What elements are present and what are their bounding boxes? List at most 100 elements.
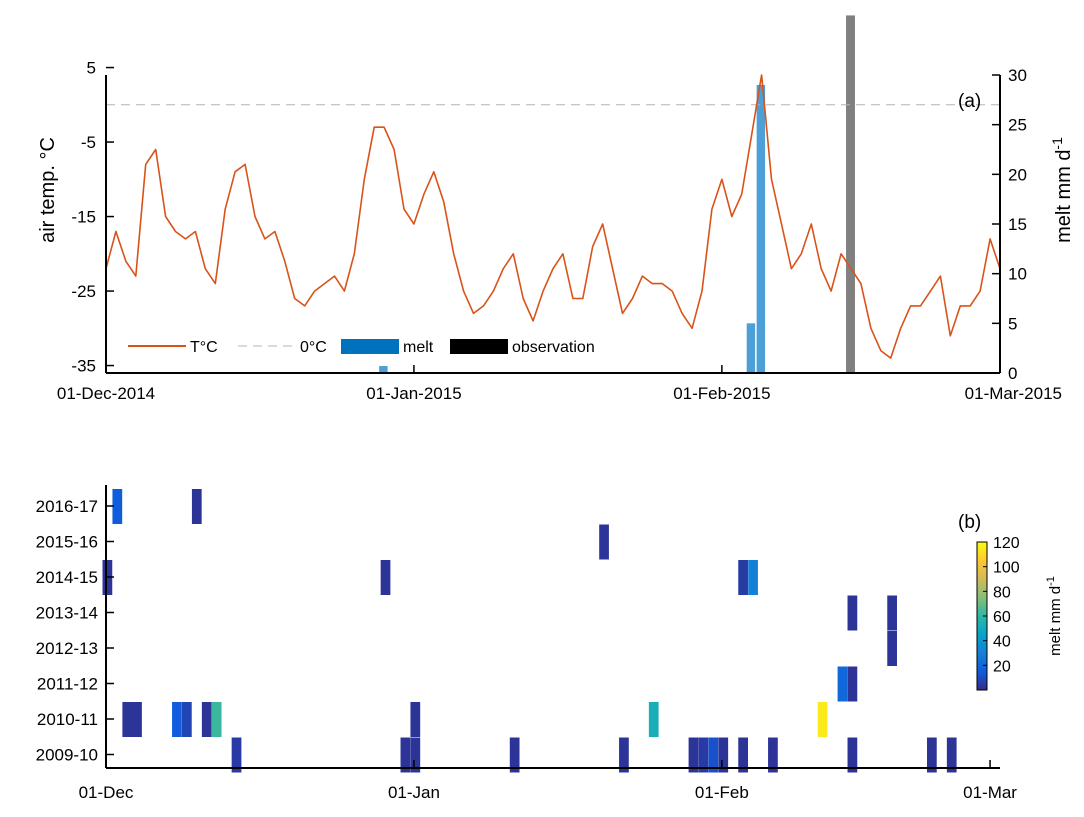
heatmap-cell: [926, 737, 937, 773]
heatmap-cell: [738, 737, 748, 773]
observation-bars: [846, 15, 855, 374]
heatmap-cell: [688, 737, 699, 773]
left-tick-label: -25: [71, 282, 96, 301]
heatmap-cell: [748, 560, 758, 595]
heatmap-cell: [847, 595, 858, 631]
heatmap-cell: [181, 702, 192, 737]
heatmap-cells: [102, 489, 957, 773]
panel-b-x-tick-label: 01-Feb: [695, 783, 749, 802]
panel-b-label: (b): [958, 512, 981, 533]
heatmap-cell: [817, 702, 828, 737]
right-axis-label-main: melt mm d: [1053, 150, 1075, 243]
row-label: 2011-12: [37, 675, 98, 694]
left-tick-label: -5: [81, 133, 96, 152]
heatmap-cell: [887, 595, 897, 631]
heatmap-cell: [946, 737, 957, 773]
row-label: 2015-16: [36, 533, 98, 552]
row-label: 2010-11: [37, 710, 98, 729]
panel-a-label: (a): [958, 91, 981, 112]
x-tick-label: 01-Mar-2015: [965, 384, 1062, 403]
legend-temp-label: T°C: [190, 339, 218, 356]
panel-b: 2016-17 2015-16 2014-15 2013-14 2012-13 2011-…: [36, 485, 1064, 802]
observation-bar: [846, 15, 855, 374]
left-tick-label: 5: [87, 59, 96, 78]
heatmap-cell: [708, 737, 719, 773]
colorbar-tick-label: 80: [993, 584, 1011, 601]
panel-b-x-tick-label: 01-Mar: [963, 783, 1017, 802]
heatmap-cell: [837, 666, 848, 702]
left-tick-label: -15: [71, 208, 96, 227]
legend: T°C 0°C melt observation: [128, 339, 595, 356]
heatmap-cell: [410, 737, 421, 773]
right-tick-label: 5: [1008, 314, 1017, 333]
left-tick-label: -35: [71, 357, 96, 376]
colorbar-tick-label: 60: [993, 609, 1011, 626]
heatmap-cell: [172, 702, 182, 737]
colorbar: 20 40 60 80 100 120 melt mm d-1: [976, 535, 1064, 691]
legend-melt-label: melt: [403, 339, 434, 356]
heatmap-cell: [191, 489, 202, 524]
heatmap-cell: [509, 737, 520, 773]
panel-b-ticks: 2016-17 2015-16 2014-15 2013-14 2012-13 2011-…: [36, 497, 1018, 802]
heatmap-cell: [619, 737, 629, 773]
panel-b-x-tick-label: 01-Jan: [388, 783, 440, 802]
row-label: 2012-13: [36, 639, 98, 658]
panel-a-ticks: 5 -5 -15 -25 -35 0 5 10 15 20 25 30 01-Dec-2014 01-Ja…: [57, 59, 1062, 403]
heatmap-cell: [599, 524, 609, 560]
right-tick-label: 30: [1008, 66, 1027, 85]
temperature-line: [105, 74, 1001, 359]
colorbar-label: melt mm d-1: [1045, 576, 1064, 656]
melt-bar: [756, 84, 766, 373]
heatmap-cell: [847, 737, 858, 773]
heatmap-cell: [768, 737, 778, 773]
panel-a-axes: [105, 75, 1001, 374]
panel-b-axes: [105, 485, 1000, 769]
colorbar-label-exp: -1: [1045, 576, 1057, 586]
colorbar-tick-label: 40: [993, 634, 1011, 651]
melt-bars: [379, 84, 766, 373]
heatmap-cell: [648, 702, 659, 737]
heatmap-cell: [380, 560, 391, 595]
heatmap-cell: [122, 702, 142, 737]
heatmap-cell: [847, 666, 858, 702]
heatmap-cell: [887, 631, 897, 666]
right-tick-label: 20: [1008, 165, 1027, 184]
heatmap-cell: [112, 489, 123, 524]
heatmap-cell: [410, 702, 421, 737]
colorbar-tick-label: 100: [993, 560, 1020, 577]
row-label: 2016-17: [36, 497, 98, 516]
panel-b-x-tick-label: 01-Dec: [79, 783, 134, 802]
x-tick-label: 01-Feb-2015: [673, 384, 770, 403]
heatmap-cell: [201, 702, 212, 737]
legend-melt-swatch: [341, 339, 399, 354]
heatmap-cell: [698, 737, 709, 773]
heatmap-cell: [400, 737, 411, 773]
x-tick-label: 01-Jan-2015: [366, 384, 461, 403]
heatmap-cell: [738, 560, 748, 595]
x-tick-label: 01-Dec-2014: [57, 384, 155, 403]
right-tick-label: 0: [1008, 364, 1017, 383]
heatmap-cell: [718, 737, 729, 773]
colorbar-tick-label: 120: [993, 535, 1020, 552]
right-tick-label: 15: [1008, 215, 1027, 234]
right-tick-label: 10: [1008, 265, 1027, 284]
melt-bar: [379, 366, 388, 373]
row-label: 2009-10: [36, 746, 98, 765]
legend-observation-label: observation: [512, 339, 595, 356]
legend-zero-label: 0°C: [300, 339, 327, 356]
left-axis-label: air temp. °C: [37, 137, 59, 243]
row-label: 2014-15: [36, 568, 98, 587]
panel-a: 5 -5 -15 -25 -35 0 5 10 15 20 25 30 01-Dec-2014 01-Ja…: [37, 15, 1075, 403]
legend-observation-swatch: [450, 339, 508, 354]
heatmap-cell: [211, 702, 222, 737]
colorbar-label-main: melt mm d: [1047, 586, 1064, 656]
heatmap-cell: [231, 737, 242, 773]
row-label: 2013-14: [36, 604, 98, 623]
right-axis-label: melt mm d-1: [1049, 137, 1075, 243]
melt-bar: [746, 323, 756, 373]
colorbar-tick-label: 20: [993, 658, 1011, 675]
right-axis-label-exp: -1: [1049, 137, 1065, 150]
right-tick-label: 25: [1008, 116, 1027, 135]
colorbar-ticks: 20 40 60 80 100 120: [983, 535, 1020, 675]
